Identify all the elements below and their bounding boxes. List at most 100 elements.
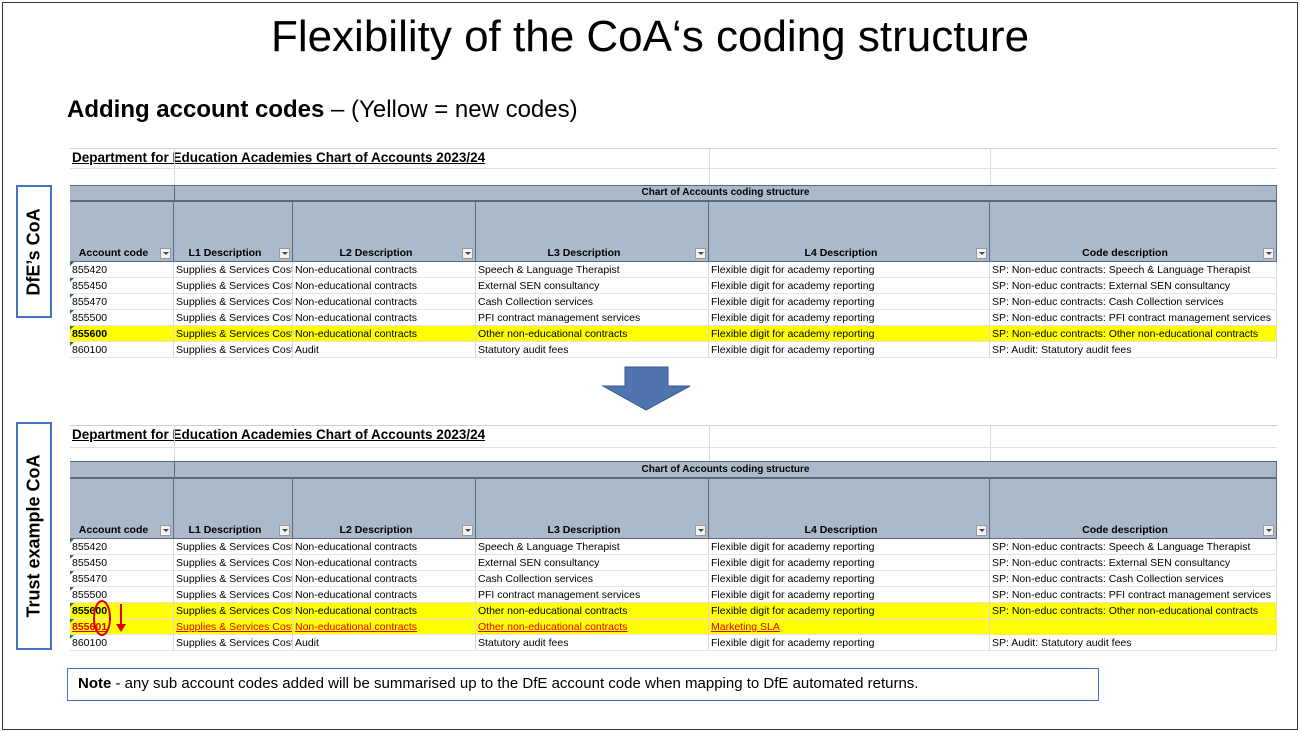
cell-text: Flexible digit for academy reporting: [709, 603, 990, 619]
cell-text: SP: Non-educ contracts: Speech & Languag…: [990, 262, 1277, 278]
subtitle-bold: Adding account codes: [67, 96, 325, 123]
cell-text: Statutory audit fees: [476, 342, 709, 358]
cell-text: Supplies & Services Costs: [174, 310, 293, 326]
cell-text: Speech & Language Therapist: [476, 262, 709, 278]
cell-text: Supplies & Services Costs: [174, 603, 293, 619]
column-header: Code description: [990, 478, 1277, 539]
down-arrow: [601, 366, 691, 411]
account-code: 855500: [70, 587, 174, 603]
cell-text: SP: Audit: Statutory audit fees: [990, 342, 1277, 358]
account-code: 855470: [70, 294, 174, 310]
side-label-box: DfE’s CoA: [16, 185, 52, 318]
column-header-label: Account code: [78, 524, 149, 536]
table-frame-line: [70, 148, 1277, 149]
cell-text: Flexible digit for academy reporting: [709, 571, 990, 587]
account-code: 855420: [70, 262, 174, 278]
cell-text: Speech & Language Therapist: [476, 539, 709, 555]
cell-text: SP: Non-educ contracts: External SEN con…: [990, 555, 1277, 571]
cell-text: SP: Audit: Statutory audit fees: [990, 635, 1277, 651]
cell-text: Non-educational contracts: [293, 294, 476, 310]
column-header-label: L3 Description: [547, 524, 621, 536]
column-header: L1 Description: [174, 478, 293, 539]
column-header: L1 Description: [174, 201, 293, 262]
column-header: L4 Description: [709, 478, 990, 539]
side-label-box: Trust example CoA: [16, 422, 52, 650]
account-code: 855601: [70, 619, 174, 635]
row-marker: [70, 571, 74, 575]
row-marker: [70, 587, 74, 591]
grid-line: [709, 425, 710, 461]
filter-dropdown: [976, 525, 987, 536]
column-header: L3 Description: [476, 201, 709, 262]
cell-text: Flexible digit for academy reporting: [709, 555, 990, 571]
table-frame-line: [70, 425, 1277, 426]
subtitle: Adding account codes – (Yellow = new cod…: [67, 96, 578, 124]
row-marker: [70, 619, 74, 623]
account-code: 855420: [70, 539, 174, 555]
cell-text: Non-educational contracts: [293, 278, 476, 294]
cell-text: Flexible digit for academy reporting: [709, 635, 990, 651]
column-header-label: L2 Description: [339, 247, 413, 259]
grid-line: [709, 148, 710, 185]
column-header: Account code: [70, 478, 174, 539]
band-header: Chart of Accounts coding structure: [174, 185, 1277, 201]
row-marker: [70, 342, 74, 346]
column-header-label: Account code: [78, 247, 149, 259]
cell-text: Non-educational contracts: [293, 310, 476, 326]
filter-dropdown: [462, 248, 473, 259]
cell-text: Flexible digit for academy reporting: [709, 342, 990, 358]
row-highlight: [70, 326, 1277, 342]
cell-text: Non-educational contracts: [293, 619, 476, 635]
column-header: Code description: [990, 201, 1277, 262]
grid-line: [70, 168, 1277, 169]
account-code: 855450: [70, 555, 174, 571]
cell-text: Non-educational contracts: [293, 555, 476, 571]
cell-text: Non-educational contracts: [293, 587, 476, 603]
cell-text: SP: Non-educ contracts: PFI contract man…: [990, 310, 1277, 326]
cell-text: Statutory audit fees: [476, 635, 709, 651]
cell-text: Non-educational contracts: [293, 603, 476, 619]
cell-text: Cash Collection services: [476, 571, 709, 587]
cell-text: Supplies & Services Costs: [174, 619, 293, 635]
grid-line: [70, 447, 1277, 448]
cell-text: SP: Non-educ contracts: Cash Collection …: [990, 571, 1277, 587]
subtitle-rest: – (Yellow = new codes): [331, 96, 578, 123]
row-highlight: [70, 603, 1277, 619]
slide-title: Flexibility of the CoA‘s coding structur…: [270, 12, 1030, 61]
cell-text: Non-educational contracts: [293, 262, 476, 278]
account-code: 855450: [70, 278, 174, 294]
cell-text: Non-educational contracts: [293, 326, 476, 342]
cell-text: Supplies & Services Costs: [174, 539, 293, 555]
highlight-circle: [93, 600, 111, 636]
cell-text: Other non-educational contracts: [476, 326, 709, 342]
cell-text: PFI contract management services: [476, 310, 709, 326]
cell-text: Other non-educational contracts: [476, 603, 709, 619]
cell-text: Other non-educational contracts: [476, 619, 709, 635]
column-header: L2 Description: [293, 478, 476, 539]
row-marker: [70, 262, 74, 266]
cell-text: Supplies & Services Costs: [174, 571, 293, 587]
row-marker: [70, 539, 74, 543]
cell-text: Flexible digit for academy reporting: [709, 587, 990, 603]
row-marker: [70, 635, 74, 639]
row-marker: [70, 278, 74, 282]
cell-text: SP: Non-educ contracts: PFI contract man…: [990, 587, 1277, 603]
column-header: L2 Description: [293, 201, 476, 262]
filter-dropdown: [1263, 525, 1274, 536]
cell-text: External SEN consultancy: [476, 555, 709, 571]
cell-text: Flexible digit for academy reporting: [709, 294, 990, 310]
row-marker: [70, 603, 74, 607]
filter-dropdown: [160, 248, 171, 259]
grid-line: [174, 148, 175, 185]
column-header-label: Code description: [1082, 524, 1168, 536]
column-header-label: L2 Description: [339, 524, 413, 536]
column-header-label: Code description: [1082, 247, 1168, 259]
row-marker: [70, 326, 74, 330]
column-header-label: L1 Description: [188, 524, 262, 536]
cell-text: Supplies & Services Costs: [174, 294, 293, 310]
note-box: Note - any sub account codes added will …: [67, 668, 1099, 701]
note-text: - any sub account codes added will be su…: [115, 675, 919, 692]
account-code: 855600: [70, 326, 174, 342]
cell-text: Flexible digit for academy reporting: [709, 310, 990, 326]
